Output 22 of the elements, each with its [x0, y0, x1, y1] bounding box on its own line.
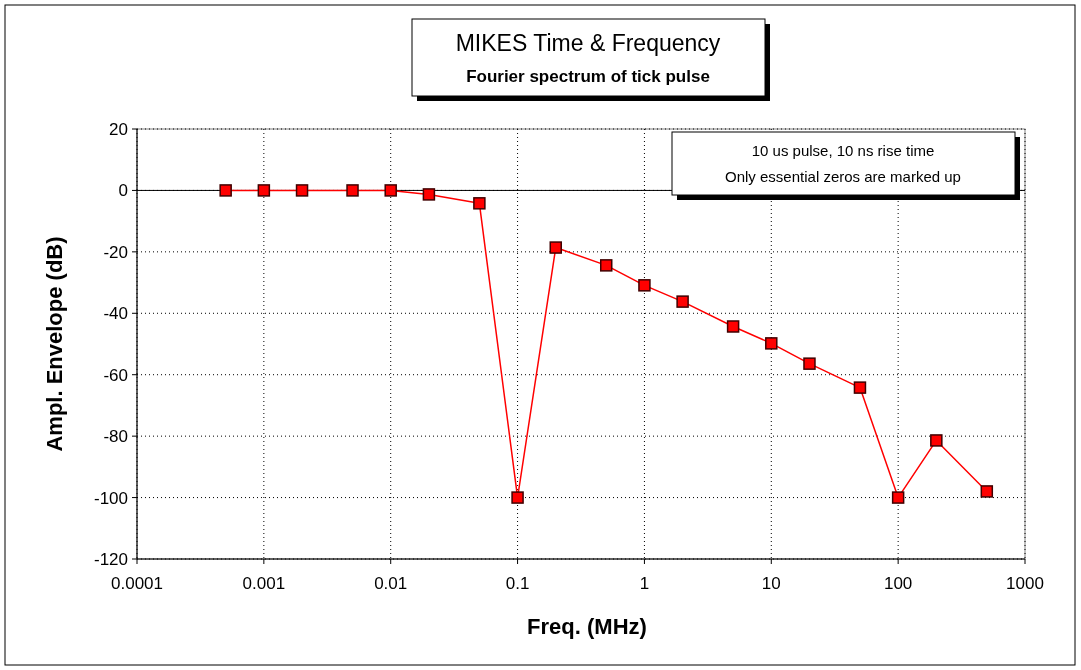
x-tick-label: 0.1: [505, 574, 530, 593]
y-tick-label: 0: [118, 181, 128, 201]
x-tick-label: 10: [761, 574, 781, 593]
chart-title: MIKES Time & Frequency: [455, 30, 721, 56]
y-tick-label: -100: [93, 488, 128, 508]
x-tick-label: 1000: [1006, 574, 1044, 593]
y-tick-label: -20: [103, 242, 128, 262]
x-tick-label: 0.0001: [111, 574, 163, 593]
x-axis-title: Freq. (MHz): [527, 614, 647, 639]
chart-subtitle: Fourier spectrum of tick pulse: [466, 67, 710, 86]
y-tick-label: -80: [103, 427, 128, 447]
x-tick-label: 0.01: [374, 574, 408, 593]
x-tick-label: 100: [883, 574, 913, 593]
y-axis-title: Ampl. Envelope (dB): [42, 236, 67, 452]
y-tick-label: -120: [93, 549, 128, 569]
y-tick-label: -60: [103, 365, 128, 385]
x-tick-label: 0.001: [242, 574, 286, 593]
annotation: 10 us pulse, 10 ns rise time: [751, 142, 935, 159]
x-tick-label: 1: [639, 574, 650, 593]
y-tick-label: 20: [109, 119, 128, 139]
annotation: Only essential zeros are marked up: [725, 168, 961, 185]
y-tick-label: -40: [103, 304, 128, 324]
